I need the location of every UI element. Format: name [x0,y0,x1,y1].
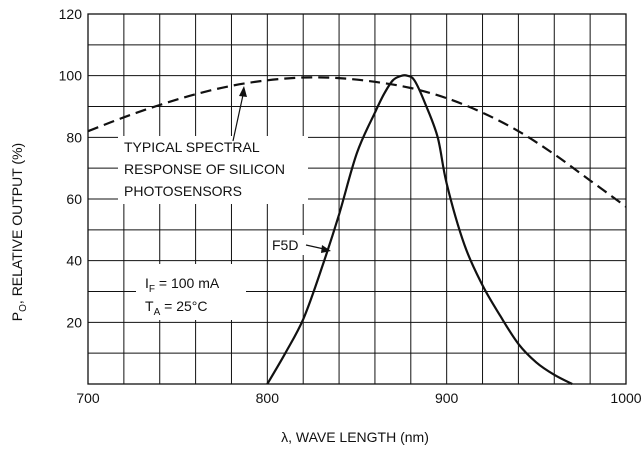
spectral-annotation-line-2: RESPONSE OF SILICON [124,161,285,177]
f5d-label-bg [270,235,306,255]
f5d-pointer-arrow [305,244,331,253]
y-tick-label-80: 80 [66,129,82,145]
y-axis-title: PO, RELATIVE OUTPUT (%) [9,143,29,321]
spectral-annotation-line-3: PHOTOSENSORS [124,183,242,199]
spectral-annotation-bg [118,136,308,204]
plot-frame [87,13,627,385]
series-line-spectral-response [87,76,627,208]
x-axis-title: λ, WAVE LENGTH (nm) [281,429,429,445]
spectral-annotation-line-1: TYPICAL SPECTRAL [124,139,260,155]
series-layer [87,74,627,385]
x-tick-label-1000: 1000 [610,390,641,406]
series-line-f5d [266,74,573,385]
y-tick-label-60: 60 [66,191,82,207]
spectral-pointer-arrow [232,86,247,142]
x-tick-label-700: 700 [76,390,100,406]
y-tick-label-120: 120 [59,6,83,22]
axes [87,13,627,385]
conditions-bg [136,264,246,320]
condition-if: IF = 100 mA [145,275,220,295]
f5d-label: F5D [272,237,298,253]
condition-ta: TA = 25°C [145,298,207,318]
y-tick-label-20: 20 [66,314,82,330]
y-tick-label-100: 100 [59,68,83,84]
grid [88,14,626,384]
x-tick-label-800: 800 [256,390,280,406]
x-tick-label-900: 900 [435,390,459,406]
y-tick-label-40: 40 [66,253,82,269]
tick-labels: 700 800 900 1000 20 40 60 80 100 120 [59,6,642,406]
